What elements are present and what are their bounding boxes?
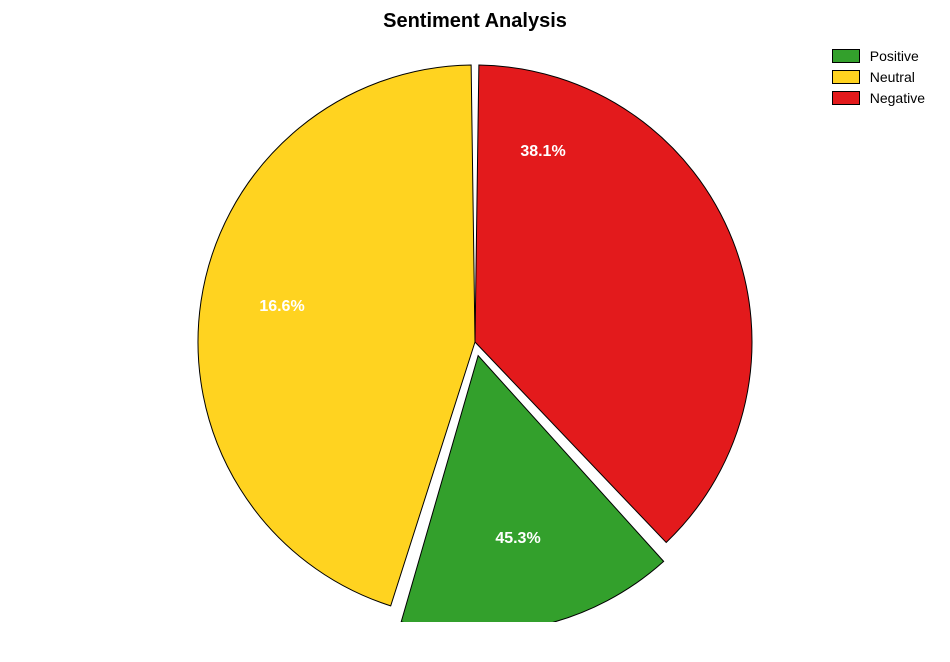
slice-label-negative: 38.1% — [520, 143, 565, 161]
legend: Positive Neutral Negative — [832, 48, 925, 106]
chart-title: Sentiment Analysis — [0, 10, 950, 33]
legend-item-negative: Negative — [832, 90, 925, 106]
legend-swatch-negative — [832, 91, 860, 105]
legend-swatch-positive — [832, 49, 860, 63]
legend-label-neutral: Neutral — [870, 69, 915, 85]
pie-chart — [195, 62, 755, 622]
legend-label-negative: Negative — [870, 90, 925, 106]
legend-swatch-neutral — [832, 70, 860, 84]
legend-item-neutral: Neutral — [832, 69, 925, 85]
legend-label-positive: Positive — [870, 48, 919, 64]
slice-label-neutral: 45.3% — [495, 530, 540, 548]
slice-label-positive: 16.6% — [259, 298, 304, 316]
legend-item-positive: Positive — [832, 48, 925, 64]
